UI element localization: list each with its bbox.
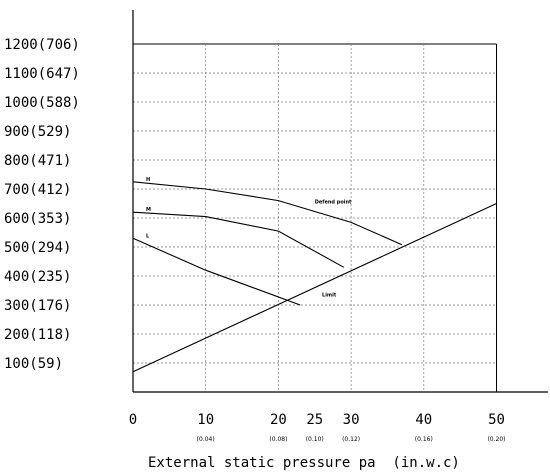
y-tick-label: 100(59) bbox=[4, 356, 63, 372]
x-axis-title: External static pressure pa (in.w.c) bbox=[148, 455, 460, 471]
axes bbox=[132, 10, 548, 393]
x-sub-tick-label: (0.12) bbox=[342, 436, 360, 443]
y-tick-labels: 100(59) 200(118) 300(176) 400(235) 500(294) 6… bbox=[4, 37, 80, 372]
x-sub-tick-labels: (0.04) (0.08) (0.10) (0.12) (0.16) (0.20) bbox=[197, 436, 506, 443]
x-tick-label: 0 bbox=[129, 412, 137, 428]
annotations: Defend point Limit bbox=[315, 200, 352, 299]
x-tick-label: 10 bbox=[197, 412, 214, 428]
x-tick-label: 50 bbox=[488, 412, 505, 428]
x-sub-tick-label: (0.20) bbox=[487, 436, 505, 443]
x-tick-label: 30 bbox=[343, 412, 360, 428]
series-label-M: M bbox=[146, 207, 151, 213]
y-tick-label: 500(294) bbox=[4, 240, 71, 256]
x-tick-label: 25 bbox=[306, 412, 323, 428]
y-tick-label: 800(471) bbox=[4, 153, 71, 169]
y-tick-label: 300(176) bbox=[4, 298, 71, 314]
x-sub-tick-label: (0.04) bbox=[197, 436, 215, 443]
x-sub-tick-label: (0.08) bbox=[269, 436, 287, 443]
y-tick-label: 400(235) bbox=[4, 269, 71, 285]
y-tick-label: 1100(647) bbox=[4, 66, 80, 82]
y-tick-label: 600(353) bbox=[4, 211, 71, 227]
series-line-L bbox=[132, 237, 301, 306]
y-tick-label: 200(118) bbox=[4, 327, 71, 343]
y-tick-label: 700(412) bbox=[4, 182, 71, 198]
annotation: Defend point bbox=[315, 200, 352, 206]
series-line-M bbox=[132, 211, 345, 268]
series-label-H: H bbox=[146, 177, 150, 183]
series-line-system bbox=[132, 203, 497, 373]
x-tick-labels: 0 10 20 25 30 40 50 bbox=[129, 412, 505, 428]
series-label-L: L bbox=[146, 233, 150, 239]
annotation: Limit bbox=[322, 292, 337, 298]
x-sub-tick-label: (0.10) bbox=[306, 436, 324, 443]
series-labels: H M L bbox=[146, 177, 151, 240]
x-tick-label: 20 bbox=[270, 412, 287, 428]
grid bbox=[133, 43, 497, 392]
series-lines bbox=[132, 181, 497, 373]
x-sub-tick-label: (0.16) bbox=[415, 436, 433, 443]
y-tick-label: 900(529) bbox=[4, 124, 71, 140]
x-tick-label: 40 bbox=[415, 412, 432, 428]
y-tick-label: 1000(588) bbox=[4, 95, 80, 111]
series-line-H bbox=[132, 181, 403, 246]
y-tick-label: 1200(706) bbox=[4, 37, 80, 53]
